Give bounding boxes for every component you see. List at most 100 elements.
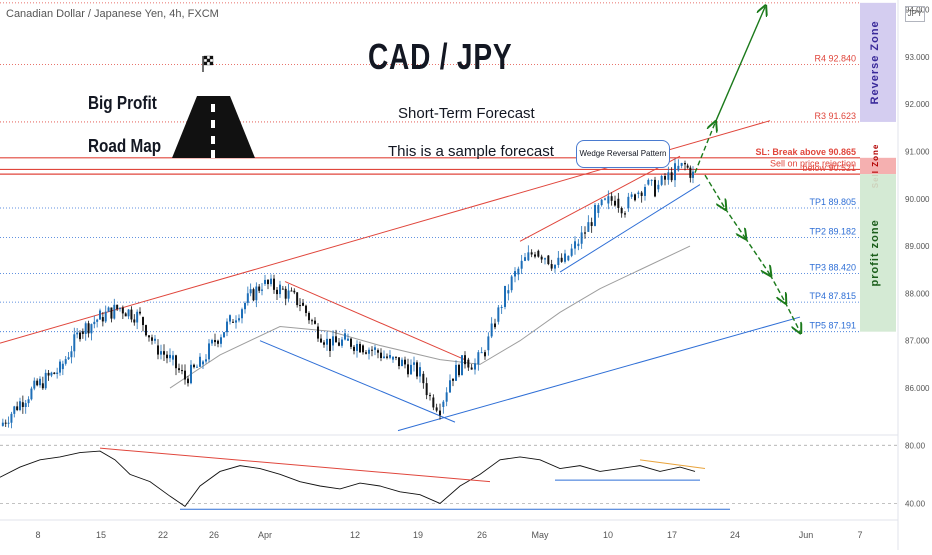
candle-body xyxy=(410,364,412,375)
candle-body xyxy=(497,307,500,322)
candle-body xyxy=(452,378,454,381)
candle-body xyxy=(223,332,225,338)
candle-body xyxy=(16,406,19,411)
candle-body xyxy=(50,372,53,376)
y-tick-label: 87.000 xyxy=(905,337,930,346)
candle-body xyxy=(654,179,656,197)
trend-line xyxy=(397,316,801,432)
candle-body xyxy=(249,289,252,294)
candle-body xyxy=(202,361,204,365)
candle-body xyxy=(504,285,506,308)
y-tick-label: 90.000 xyxy=(905,195,930,204)
candle-body xyxy=(53,372,56,374)
flag-square xyxy=(206,61,211,66)
candle-body xyxy=(1,422,4,426)
brand-line-1: Big Profit xyxy=(88,93,157,113)
candle-body xyxy=(39,378,41,386)
candle-body xyxy=(136,311,139,323)
candle-body xyxy=(238,318,240,321)
candle-body xyxy=(296,292,299,306)
osc-tick-label: 80.00 xyxy=(905,441,926,450)
candle-body xyxy=(270,278,272,285)
forecast-down-arrow xyxy=(744,237,770,275)
candle-body xyxy=(273,278,275,290)
candle-body xyxy=(4,422,7,424)
candle-body xyxy=(326,338,328,345)
candle-body xyxy=(557,257,560,266)
candle-body xyxy=(464,355,466,365)
candle-body xyxy=(148,335,150,338)
trend-line xyxy=(519,155,681,242)
road-icon-dash xyxy=(211,120,215,128)
candle-body xyxy=(267,279,269,285)
candle-body xyxy=(172,355,174,360)
candle-body xyxy=(30,388,33,400)
candle-body xyxy=(84,323,87,334)
candle-body xyxy=(7,422,10,424)
candle-body xyxy=(44,372,47,389)
candle-body xyxy=(490,323,493,337)
candle-body xyxy=(130,309,133,320)
candle-body xyxy=(41,383,44,389)
candle-body xyxy=(377,350,379,353)
candle-body xyxy=(470,367,473,370)
candle-body xyxy=(90,324,93,334)
candle-body xyxy=(604,198,606,200)
candle-body xyxy=(392,356,394,360)
candle-body xyxy=(404,359,406,365)
candle-body xyxy=(350,338,352,347)
candle-body xyxy=(607,196,610,204)
candle-body xyxy=(127,309,130,317)
candle-body xyxy=(425,383,428,396)
level-label: TP3 88.420 xyxy=(809,263,856,273)
candle-body xyxy=(139,311,141,314)
candle-body xyxy=(540,256,543,260)
y-tick-label: 93.000 xyxy=(905,53,930,62)
flag-square xyxy=(203,61,208,66)
candle-body xyxy=(474,363,476,370)
candle-body xyxy=(145,325,147,336)
candle-body xyxy=(302,302,304,306)
candle-body xyxy=(338,342,340,346)
candle-body xyxy=(258,286,261,291)
x-tick-label: 7 xyxy=(857,530,862,540)
road-map-icon xyxy=(172,96,255,158)
candle-body xyxy=(79,332,81,340)
candle-body xyxy=(335,336,337,343)
trend-line xyxy=(559,184,701,273)
candle-body xyxy=(527,252,530,261)
candle-body xyxy=(500,307,503,309)
candle-body xyxy=(507,290,510,294)
candle-body xyxy=(347,338,349,341)
candle-body xyxy=(368,349,370,354)
road-icon-dash xyxy=(211,150,215,158)
candle-body xyxy=(264,279,266,284)
candle-body xyxy=(686,165,689,168)
candle-body xyxy=(353,346,355,351)
candle-body xyxy=(36,380,39,386)
forecast-title: CAD / JPY xyxy=(368,36,513,77)
flag-square xyxy=(206,58,211,63)
candle-body xyxy=(530,252,533,255)
currency-badge[interactable]: JPY xyxy=(905,6,925,22)
flag-square xyxy=(209,58,214,63)
x-tick-label: 8 xyxy=(35,530,40,540)
candle-body xyxy=(680,162,683,166)
candle-body xyxy=(142,317,144,326)
candle-body xyxy=(317,326,319,339)
y-tick-label: 92.000 xyxy=(905,100,930,109)
zone-profit-zone xyxy=(860,174,896,332)
candle-body xyxy=(166,354,168,359)
candle-body xyxy=(151,337,153,341)
candle-body xyxy=(261,289,263,291)
candle-body xyxy=(293,290,296,293)
candle-body xyxy=(121,307,124,314)
candle-body xyxy=(674,163,676,181)
candle-body xyxy=(246,293,249,303)
candle-body xyxy=(374,347,376,350)
candle-body xyxy=(380,352,382,359)
forecast-up-arrow xyxy=(714,7,765,124)
candle-body xyxy=(356,343,358,351)
candle-body xyxy=(413,362,415,365)
